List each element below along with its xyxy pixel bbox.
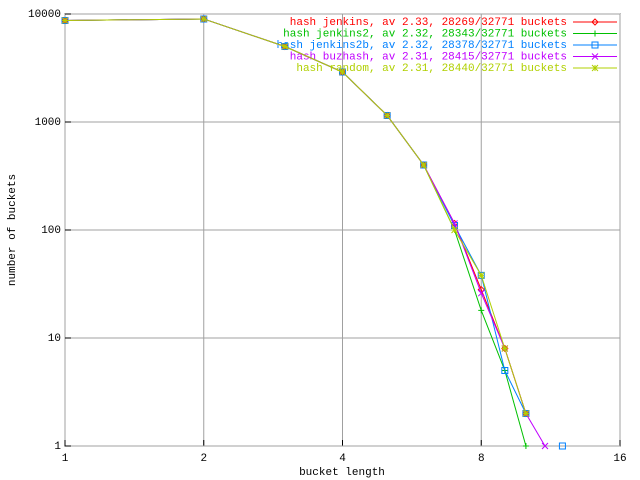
point-marker [383, 111, 391, 119]
y-tick-label: 1 [54, 441, 61, 453]
legend-label: hash jenkins, av 2.33, 28269/32771 bucke… [290, 17, 567, 29]
legend-label: hash jenkins2b, av 2.32, 28378/32771 buc… [277, 40, 567, 52]
y-tick-label: 10000 [28, 9, 61, 21]
series-line [64, 18, 546, 447]
point-marker [501, 345, 509, 352]
point-marker [420, 161, 428, 169]
series-line [65, 19, 562, 446]
point-marker [478, 307, 485, 314]
x-tick-label: 1 [62, 453, 69, 465]
point-marker [522, 443, 529, 449]
x-tick-label: 4 [339, 453, 346, 465]
y-tick-label: 1000 [35, 117, 61, 129]
point-marker [281, 43, 289, 50]
series-line [64, 18, 527, 414]
x-axis-label: bucket length [299, 467, 385, 479]
point-marker [541, 442, 549, 450]
x-tick-label: 8 [478, 453, 485, 465]
x-tick-label: 16 [613, 453, 626, 465]
legend-label: hash random, av 2.31, 28440/32771 bucket… [296, 63, 567, 75]
point-marker [477, 289, 485, 297]
legend-label: hash jenkins2, av 2.32, 28343/32771 buck… [283, 28, 567, 40]
point-marker [591, 64, 599, 72]
point-marker [451, 226, 458, 234]
y-tick-label: 10 [48, 333, 61, 345]
legend-label: hash buzhash, av 2.31, 28415/32771 bucke… [290, 51, 567, 63]
point-marker [558, 442, 566, 450]
point-marker [591, 41, 599, 49]
point-marker [339, 68, 346, 76]
point-marker [591, 53, 599, 60]
point-marker [383, 112, 391, 119]
point-marker [501, 367, 509, 375]
point-marker [522, 410, 530, 417]
point-marker [420, 161, 428, 169]
point-marker [61, 17, 69, 24]
point-marker [592, 30, 598, 37]
series-line [64, 18, 527, 414]
y-tick-label: 100 [41, 225, 61, 237]
point-marker [200, 15, 208, 23]
point-marker [281, 43, 289, 51]
point-marker [522, 409, 530, 417]
x-tick-label: 2 [200, 453, 207, 465]
point-marker [477, 272, 485, 279]
point-marker [591, 18, 599, 26]
y-axis-label: number of buckets [7, 174, 19, 286]
